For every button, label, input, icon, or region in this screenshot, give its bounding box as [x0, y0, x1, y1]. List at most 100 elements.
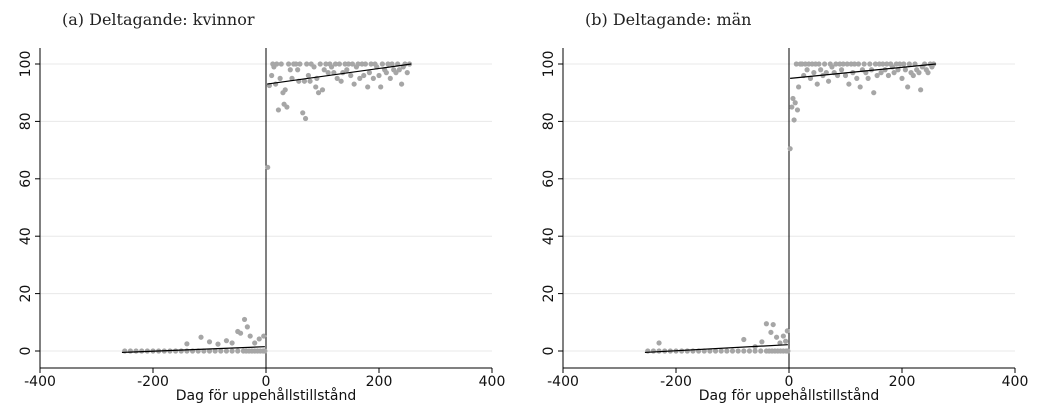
data-point: [344, 67, 350, 73]
x-tick-label: 200: [889, 374, 916, 390]
data-point: [871, 90, 877, 96]
data-point: [712, 348, 719, 354]
y-tick-label: 100: [541, 51, 557, 78]
data-point: [323, 61, 329, 67]
data-point: [885, 72, 892, 79]
data-point: [305, 72, 311, 79]
data-point: [139, 348, 145, 354]
data-point: [789, 104, 795, 110]
x-tick-label: -400: [24, 374, 56, 390]
data-point: [313, 84, 319, 90]
data-point: [818, 67, 824, 73]
data-point: [925, 70, 931, 76]
x-tick-label: -200: [660, 374, 692, 390]
data-point: [133, 348, 139, 354]
x-tick-label: 0: [785, 374, 794, 390]
data-point: [823, 70, 829, 76]
data-point: [880, 61, 886, 67]
data-point: [792, 100, 798, 106]
data-point: [811, 70, 817, 76]
data-point: [297, 61, 303, 67]
data-point: [262, 348, 268, 354]
data-point: [768, 329, 774, 335]
fit-line: [267, 63, 412, 85]
data-point: [334, 75, 340, 81]
data-point: [127, 348, 133, 354]
data-point: [349, 61, 356, 67]
data-point: [376, 72, 382, 79]
chart-title: (b) Deltagande: män: [585, 10, 752, 29]
data-point: [752, 348, 758, 354]
data-point: [321, 67, 327, 73]
data-point: [735, 348, 741, 354]
data-point: [383, 70, 389, 76]
data-point: [368, 61, 374, 67]
data-point: [770, 321, 776, 328]
data-point: [793, 61, 799, 67]
data-point: [256, 336, 262, 342]
y-tick-label: 40: [541, 227, 557, 245]
data-point: [872, 61, 879, 67]
data-point: [235, 348, 241, 354]
data-point: [707, 348, 713, 354]
x-axis-title: Dag för uppehållstillstånd: [176, 387, 356, 404]
data-point: [759, 339, 765, 345]
data-point: [244, 324, 250, 330]
data-point: [846, 81, 852, 87]
data-point: [906, 61, 912, 67]
x-tick-label: 400: [479, 374, 506, 390]
scatter-chart-men: -400 -200 0 200 400 0 20 40 60 80 100 Dag för uppeh…: [541, 48, 1029, 404]
x-tick-label: -400: [547, 374, 579, 390]
data-point: [878, 70, 884, 76]
data-point: [223, 338, 230, 344]
data-point: [338, 78, 344, 84]
data-point: [891, 70, 897, 76]
data-point: [275, 107, 282, 113]
data-point: [387, 75, 393, 81]
data-point: [277, 75, 283, 81]
data-point: [821, 61, 828, 67]
data-point: [184, 341, 190, 347]
data-point: [912, 61, 918, 67]
data-point: [278, 61, 284, 67]
data-point: [763, 321, 769, 327]
data-point: [173, 348, 179, 354]
fit-line: [121, 346, 265, 354]
data-point: [325, 70, 331, 76]
data-point: [404, 70, 410, 76]
data-point: [315, 90, 322, 96]
data-point: [311, 64, 317, 70]
data-point: [833, 61, 839, 67]
data-point: [916, 70, 922, 76]
data-point: [223, 348, 230, 354]
data-point: [854, 75, 860, 81]
data-point: [300, 110, 306, 116]
y-tick-label: 40: [18, 227, 34, 245]
y-tick-label: 20: [541, 285, 557, 303]
y-tick-label: 80: [18, 112, 34, 130]
y-tick-label: 0: [541, 347, 557, 356]
data-point: [796, 84, 802, 90]
data-point: [378, 84, 384, 90]
data-point: [741, 336, 747, 343]
data-point: [840, 61, 846, 67]
data-point: [399, 81, 405, 87]
data-point: [842, 72, 849, 79]
data-point: [804, 67, 810, 73]
data-point: [396, 67, 402, 73]
data-point: [729, 348, 736, 354]
data-point: [282, 87, 288, 93]
x-tick-label: 400: [1002, 374, 1029, 390]
data-point: [370, 75, 376, 81]
data-point: [855, 61, 862, 67]
data-point: [269, 72, 275, 79]
data-point: [780, 333, 786, 339]
data-point: [336, 61, 343, 67]
data-point: [902, 67, 908, 73]
data-point: [302, 115, 309, 122]
data-point: [825, 78, 832, 84]
data-point: [348, 72, 354, 79]
chart-panel-men: (b) Deltagande: män -400 -200 0 200 400 0 20 40…: [523, 0, 1046, 405]
data-point: [785, 348, 791, 354]
data-point: [241, 316, 248, 323]
